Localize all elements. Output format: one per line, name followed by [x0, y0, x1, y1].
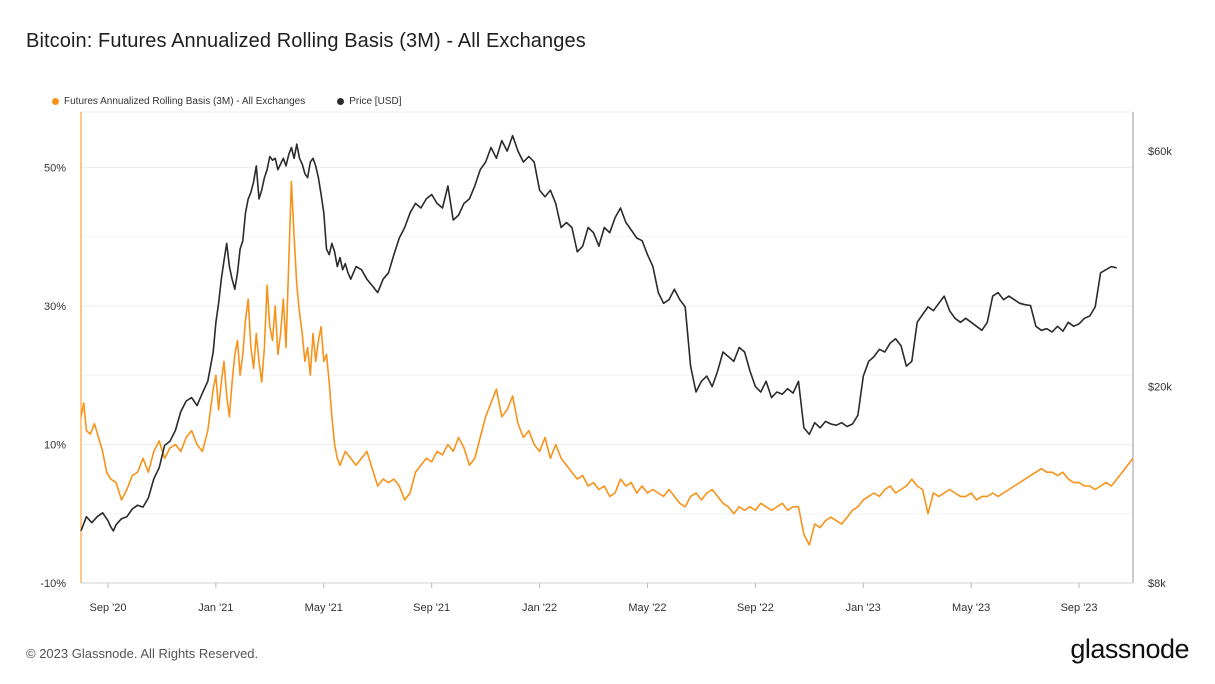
legend-label-basis: Futures Annualized Rolling Basis (3M) - … [64, 95, 306, 107]
x-tick-label: Sep '23 [1061, 602, 1098, 614]
y-left-tick-label: -10% [40, 578, 66, 590]
series-basis-line [80, 180, 1134, 546]
legend-dot-price-icon [337, 97, 345, 105]
y-right-tick-label: $20k [1148, 382, 1172, 394]
x-tick-label: Jan '21 [198, 602, 233, 614]
legend-item-basis[interactable]: Futures Annualized Rolling Basis (3M) - … [52, 96, 305, 107]
legend-label-price: Price [USD] [349, 95, 402, 107]
x-tick-label: Jan '23 [846, 602, 881, 614]
legend: Futures Annualized Rolling Basis (3M) - … [52, 94, 401, 108]
x-tick-label: May '22 [628, 602, 666, 614]
x-tick-label: May '21 [305, 602, 343, 614]
chart-title: Bitcoin: Futures Annualized Rolling Basi… [26, 30, 586, 52]
y-right-tick-label: $60k [1148, 146, 1172, 158]
x-tick-label: Sep '21 [413, 602, 450, 614]
glassnode-logo: glassnode [1070, 634, 1189, 664]
x-tick-label: Jan '22 [522, 602, 557, 614]
legend-dot-basis-icon [52, 97, 59, 105]
x-tick-label: May '23 [952, 602, 990, 614]
legend-item-price[interactable]: Price [USD] [337, 96, 401, 107]
copyright-footer: © 2023 Glassnode. All Rights Reserved. [26, 646, 259, 661]
x-tick-label: Sep '20 [89, 602, 126, 614]
y-left-tick-label: 10% [44, 439, 66, 451]
x-tick-label: Sep '22 [737, 602, 774, 614]
y-right-tick-label: $8k [1148, 578, 1166, 590]
y-left-tick-label: 30% [44, 301, 66, 313]
series-price-line [80, 134, 1117, 532]
y-left-tick-label: 50% [44, 162, 66, 174]
